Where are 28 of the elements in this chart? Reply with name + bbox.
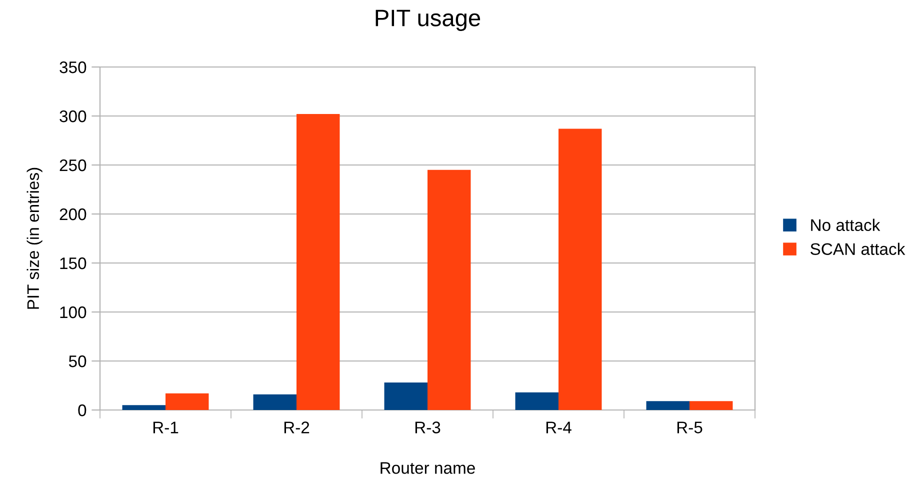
x-tick-label: R-3 xyxy=(415,422,440,434)
y-tick-label: 300 xyxy=(60,110,86,122)
bar xyxy=(384,382,428,410)
legend-label: No attack xyxy=(811,218,880,232)
bar xyxy=(166,393,209,410)
y-tick-label: 50 xyxy=(68,355,86,368)
y-tick-label: 0 xyxy=(78,404,86,416)
chart-title: PIT usage xyxy=(376,10,480,32)
y-tick-label: 200 xyxy=(60,208,86,220)
bar xyxy=(296,114,340,410)
x-tick-label: R-5 xyxy=(677,422,702,434)
x-tick-label: R-1 xyxy=(153,422,178,434)
bar xyxy=(253,394,296,410)
bar xyxy=(558,128,602,410)
bar xyxy=(646,401,690,410)
y-tick-label: 100 xyxy=(60,306,86,318)
legend-label: SCAN attack xyxy=(810,242,906,255)
x-axis-title: Router name xyxy=(380,462,475,474)
y-tick-label: 250 xyxy=(60,159,86,172)
bar xyxy=(428,170,471,410)
y-tick-label: 350 xyxy=(60,61,86,74)
y-tick-label: 150 xyxy=(60,257,86,270)
bar xyxy=(515,392,558,410)
x-tick-label: R-2 xyxy=(284,422,310,434)
bar xyxy=(122,405,166,410)
y-axis-title: PIT size (in entries) xyxy=(26,168,42,309)
x-tick-label: R-4 xyxy=(546,422,572,434)
bar xyxy=(690,401,733,410)
